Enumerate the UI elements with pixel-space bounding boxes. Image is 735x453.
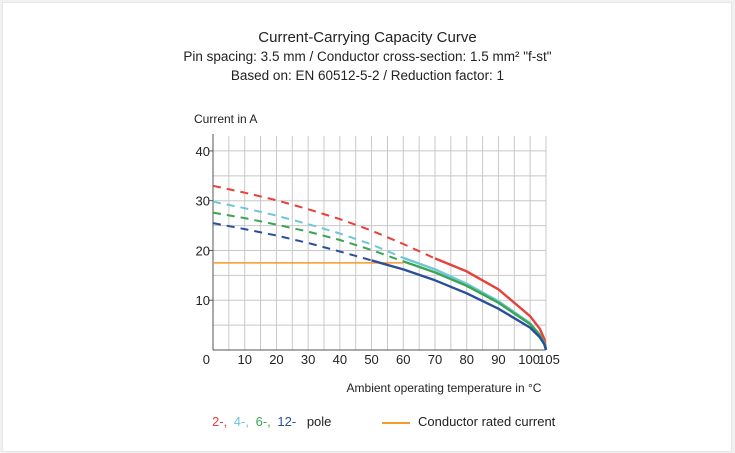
- legend-key-12: 12-: [277, 414, 297, 429]
- y-tick-label: 40: [196, 144, 210, 159]
- chart-subtitle-2: Based on: EN 60512-5-2 / Reduction facto…: [230, 68, 505, 83]
- x-tick-label: 20: [269, 352, 283, 367]
- curves: [212, 184, 548, 351]
- x-tick-label: 50: [364, 352, 378, 367]
- x-tick-label: 90: [491, 352, 505, 367]
- x-tick-label: 70: [428, 352, 442, 367]
- y-tick-label: 30: [196, 194, 210, 209]
- chart-subtitle-1: Pin spacing: 3.5 mm / Conductor cross-se…: [183, 49, 552, 64]
- x-tick-label: 40: [333, 352, 347, 367]
- x-tick-label: 100: [518, 352, 540, 367]
- x-tick-label: 30: [301, 352, 315, 367]
- x-tick-label: 10: [237, 352, 251, 367]
- legend-rated-label: Conductor rated current: [418, 414, 556, 429]
- x-tick-label: 60: [396, 352, 410, 367]
- y-tick-label: 10: [196, 293, 210, 308]
- legend-key-4: 4-,: [233, 414, 249, 429]
- y-tick-label: 20: [196, 243, 210, 258]
- chart-title: Current-Carrying Capacity Curve: [258, 29, 477, 46]
- x-tick-label: 0: [203, 352, 210, 367]
- y-axis-label: Current in A: [194, 112, 257, 126]
- curve-4-pole-solid: [402, 256, 548, 351]
- axes: [209, 134, 546, 351]
- legend-key-2: 2-,: [212, 414, 228, 429]
- curve-6-pole-dashed: [212, 211, 404, 263]
- x-tick-label: 80: [459, 352, 473, 367]
- curve-12-pole-solid: [371, 259, 548, 351]
- curve-2-pole-solid: [434, 257, 548, 351]
- grid: [212, 136, 547, 350]
- legend-key-6: 6-,: [255, 414, 271, 429]
- curve-2-pole-dashed: [212, 184, 436, 260]
- legend-poles: 2-, 4-, 6-, 12- pole: [212, 414, 331, 430]
- legend-pole-label: pole: [306, 414, 332, 429]
- x-axis-label: Ambient operating temperature in °C: [347, 381, 542, 395]
- chart-titles: Current-Carrying Capacity Curve Pin spac…: [0, 28, 735, 85]
- x-tick-label: 105: [538, 352, 560, 367]
- curve-4-pole-dashed: [212, 200, 404, 259]
